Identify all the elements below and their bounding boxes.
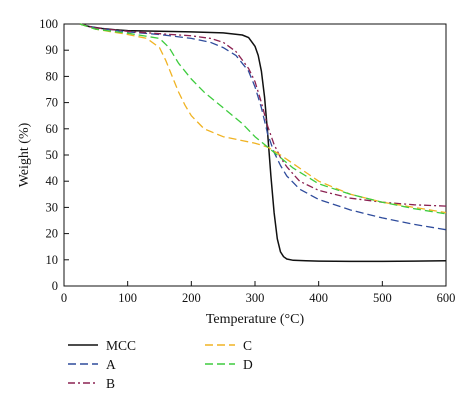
series-line-mcc xyxy=(79,23,447,263)
y-tick-label: 40 xyxy=(46,174,59,188)
legend-label-b: B xyxy=(106,376,115,391)
x-tick-label: 0 xyxy=(61,291,67,305)
x-tick-label: 600 xyxy=(437,291,456,305)
x-tick-label: 300 xyxy=(246,291,265,305)
y-tick-label: 20 xyxy=(46,227,59,241)
y-tick-label: 100 xyxy=(39,17,58,31)
y-tick-label: 60 xyxy=(46,122,59,136)
x-tick-label: 400 xyxy=(309,291,328,305)
y-tick-label: 10 xyxy=(46,253,59,267)
plot-frame xyxy=(63,23,447,287)
legend-label-a: A xyxy=(106,357,116,372)
legend-label-mcc: MCC xyxy=(106,338,136,353)
legend-label-d: D xyxy=(243,357,253,372)
x-tick-label: 500 xyxy=(373,291,392,305)
series-line-a xyxy=(79,23,447,231)
series-line-d xyxy=(79,23,447,215)
y-tick-label: 50 xyxy=(46,148,59,162)
legend: MCC AB CD xyxy=(68,338,253,391)
legend-label-c: C xyxy=(243,338,252,353)
x-tick-label: 200 xyxy=(182,291,201,305)
y-tick-label: 30 xyxy=(46,200,59,214)
x-tick-label: 100 xyxy=(118,291,137,305)
y-tick-label: 90 xyxy=(46,43,59,57)
y-axis-title: Weight (%) xyxy=(17,122,32,187)
series-line-b xyxy=(79,23,447,207)
y-tick-label: 70 xyxy=(46,96,59,110)
y-axis-ticks: 0 10 20 30 40 50 60 70 80 90 100 xyxy=(39,17,69,293)
x-axis-ticks: 0 100 200 300 400 500 600 xyxy=(61,281,456,305)
y-tick-label: 0 xyxy=(52,279,58,293)
y-tick-label: 80 xyxy=(46,69,59,83)
series-lines xyxy=(79,23,447,263)
x-axis-title: Temperature (°C) xyxy=(206,312,305,327)
series-line-c xyxy=(79,23,447,214)
plot-area: 0 100 200 300 400 500 600 0 10 20 30 40 50 60 70 80 90 1… xyxy=(39,17,455,305)
